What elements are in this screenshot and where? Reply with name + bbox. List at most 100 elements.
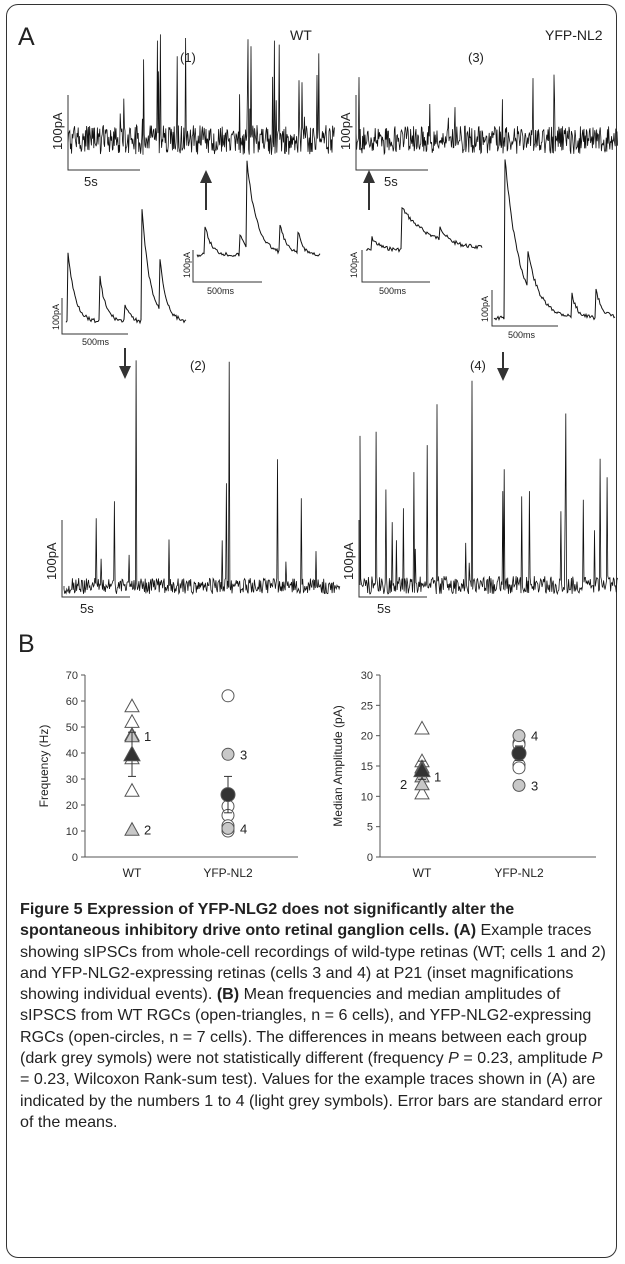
data-point-highlighted (414, 776, 430, 791)
arrow-down-2-head (119, 366, 131, 379)
data-point-number: 4 (240, 821, 247, 836)
data-point-open (414, 785, 430, 800)
panel-b-label: B (18, 630, 35, 658)
data-point-open (124, 782, 140, 797)
scale-y-4: 100pA (341, 542, 356, 580)
caption-p-2: P (591, 1049, 603, 1068)
scale-bar-4 (358, 520, 427, 598)
trace-layer (63, 34, 618, 596)
caption-a-text: Example traces showing sIPSCs from whole… (20, 921, 606, 1004)
inset-y-4: 100pA (480, 296, 490, 322)
trace-4-label: (4) (470, 358, 486, 373)
scale-x-2: 5s (80, 601, 94, 616)
scale-bar-3 (355, 95, 428, 171)
caption-b-text-3: = 0.23, Wilcoxon Rank-sum test). Values … (20, 1070, 603, 1131)
scale-y-1: 100pA (50, 112, 65, 150)
scale-y-3: 100pA (338, 112, 353, 150)
trace-3-yfp-nl2 (355, 74, 618, 156)
y-tick-label: 20 (66, 800, 78, 812)
caption-b-text-2: = 0.23, amplitude (458, 1049, 592, 1068)
inset-scale-2 (61, 298, 128, 335)
inset-4-trace (493, 159, 616, 321)
caption-a-label: (A) (453, 921, 477, 940)
y-tick-label: 25 (361, 700, 373, 712)
arrows (119, 170, 509, 381)
data-point-number: 3 (531, 778, 538, 793)
inset-scale-4 (491, 290, 558, 327)
y-tick-label: 30 (66, 774, 78, 786)
mean-marker (511, 745, 527, 761)
y-tick-label: 5 (367, 822, 373, 834)
mean-marker (220, 787, 236, 803)
data-point-open (512, 761, 526, 775)
caption-b-text-1: Mean frequencies and median amplitudes o… (20, 985, 592, 1068)
scale-x-1: 5s (84, 174, 98, 189)
inset-2-trace (65, 209, 187, 325)
x-category-label: YFP-NL2 (203, 866, 253, 880)
trace-3-label: (3) (468, 50, 484, 65)
y-tick-label: 30 (361, 670, 373, 682)
inset-scale-3 (361, 250, 430, 283)
caption-title: Figure 5 Expression of YFP-NLG2 does not… (20, 900, 515, 940)
trace-1-wt (67, 34, 335, 155)
x-category-label: WT (123, 866, 142, 880)
frequency-chart: 0 10 20 30 40 50 60 70 WT YFP-NL2 Frequency (Hz) 1 2… (37, 670, 298, 880)
arrow-up-3-head (363, 170, 375, 183)
scale-x-4: 5s (377, 601, 391, 616)
data-point-number: 2 (144, 823, 151, 838)
wt-label: WT (290, 27, 312, 43)
amplitude-chart: 0 5 10 15 20 25 30 WT YFP-NL2 Median Amplitude (p… (331, 670, 596, 880)
data-point-highlighted (124, 821, 140, 836)
data-point-highlighted (221, 821, 235, 835)
figure-caption: Figure 5 Expression of YFP-NLG2 does not… (20, 900, 606, 1131)
data-point-highlighted (512, 778, 526, 792)
data-point-open (414, 720, 430, 735)
trace-4-yfp-nl2 (359, 380, 618, 596)
trace-2-label: (2) (190, 358, 206, 373)
data-point-number: 1 (144, 729, 151, 744)
inset-y-3: 100pA (349, 252, 359, 278)
data-point-open (124, 698, 140, 713)
mean-marker (123, 745, 141, 762)
inset-scale-1 (192, 250, 262, 283)
data-point-number: 3 (240, 747, 247, 762)
x-category-label: WT (413, 866, 432, 880)
arrow-down-4-head (497, 368, 509, 381)
y-tick-label: 0 (72, 852, 78, 864)
y-tick-label: 60 (66, 696, 78, 708)
y-tick-label: 40 (66, 748, 78, 760)
y-tick-label: 10 (66, 826, 78, 838)
scale-y-2: 100pA (44, 542, 59, 580)
yfp-nl2-label: YFP-NL2 (545, 27, 603, 43)
inset-x-4: 500ms (508, 330, 536, 340)
caption-b-label: (B) (216, 985, 240, 1004)
data-point-number: 1 (434, 769, 441, 784)
inset-y-2: 100pA (51, 304, 61, 330)
trace-2-wt (63, 360, 341, 596)
scale-bar-1 (67, 95, 140, 171)
y-tick-label: 0 (367, 852, 373, 864)
y-tick-label: 15 (361, 761, 373, 773)
y-tick-label: 10 (361, 791, 373, 803)
inset-x-3: 500ms (379, 286, 407, 296)
y-tick-label: 50 (66, 722, 78, 734)
data-point-number: 2 (400, 777, 407, 792)
data-point-open (221, 689, 235, 703)
scale-x-3: 5s (384, 174, 398, 189)
data-point-open (124, 713, 140, 728)
mean-marker (413, 761, 431, 778)
inset-x-2: 500ms (82, 337, 110, 347)
scale-bar-2 (61, 520, 130, 598)
data-point-number: 4 (531, 729, 538, 744)
y-tick-label: 70 (66, 670, 78, 682)
scale-bars (61, 95, 558, 598)
inset-1-trace (196, 160, 321, 258)
x-category-label: YFP-NL2 (494, 866, 544, 880)
inset-y-1: 100pA (182, 252, 192, 278)
y-axis-label: Frequency (Hz) (37, 725, 51, 808)
inset-x-1: 500ms (207, 286, 235, 296)
caption-p-1: P (448, 1049, 459, 1068)
trace-1-label: (1) (180, 50, 196, 65)
inset-3-trace (365, 207, 483, 253)
data-point-highlighted (221, 747, 235, 761)
